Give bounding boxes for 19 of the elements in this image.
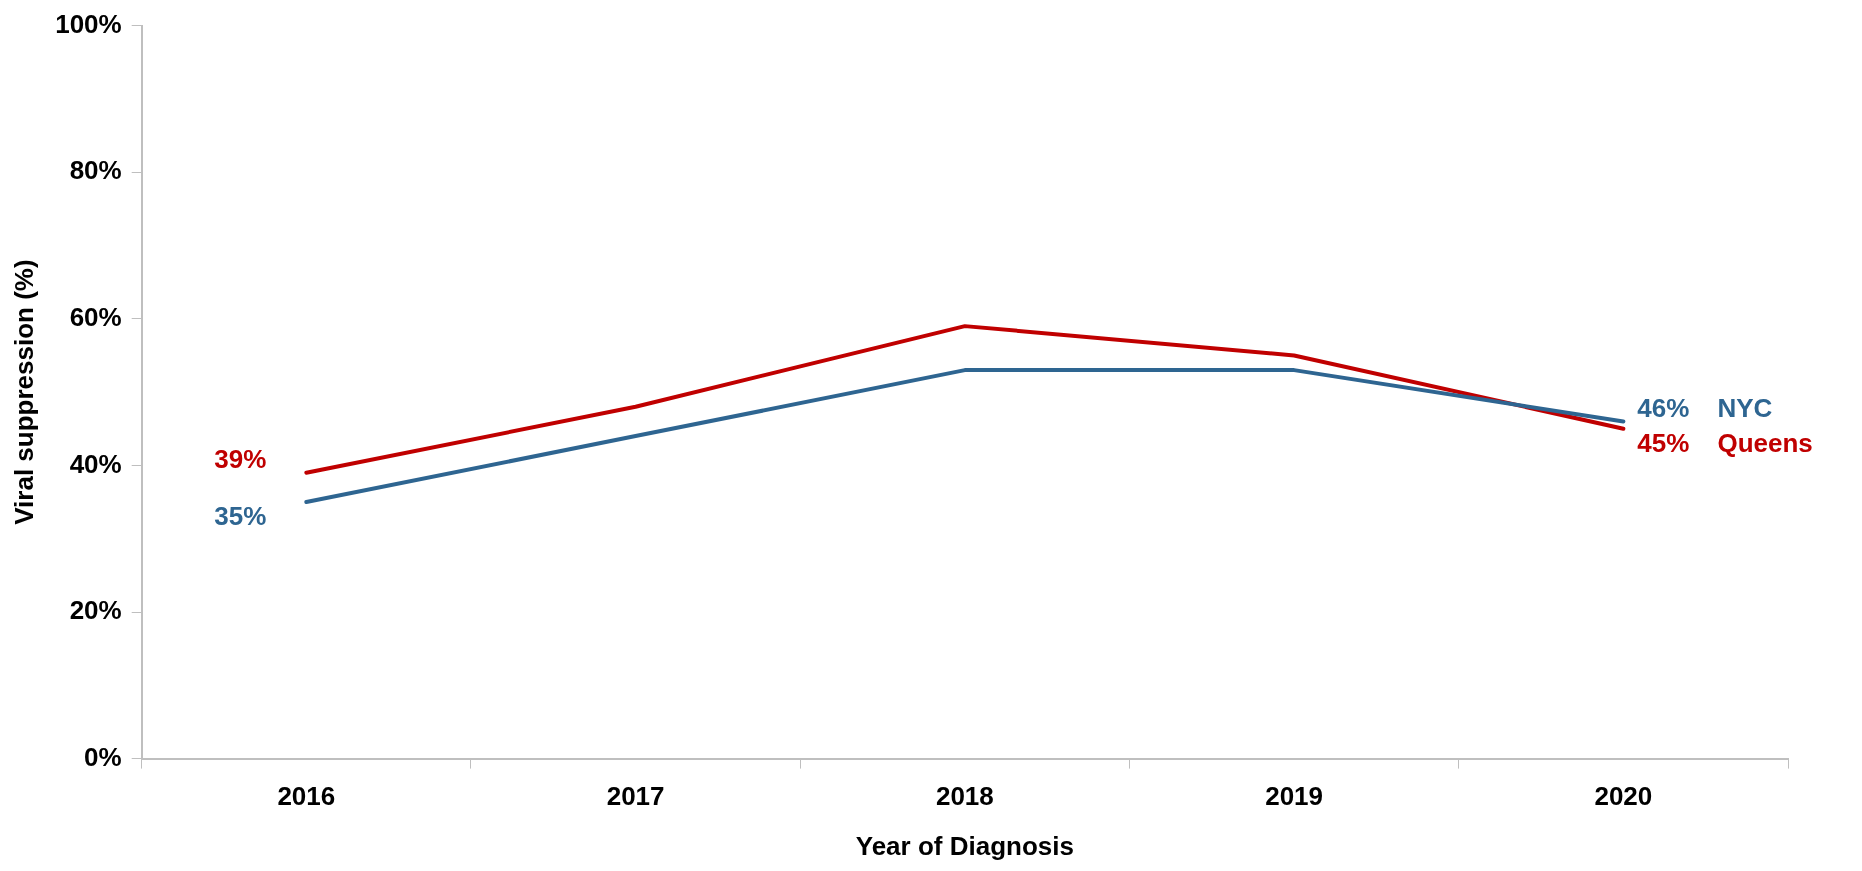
x-tick-label: 2019 [1265,781,1324,812]
y-axis-title: Viral suppression (%) [8,259,39,525]
y-tick-label: 60% [69,301,122,332]
x-tick-label: 2016 [277,781,336,812]
y-tick-label: 0% [84,741,122,772]
data-label: 46% [1637,392,1690,423]
y-tick-label: 80% [69,155,122,186]
y-tick-label: 100% [55,8,122,39]
data-label: 39% [214,443,267,474]
text: Queens [1717,427,1813,458]
y-tick-label: 40% [69,448,122,479]
text: NYC [1717,392,1773,423]
x-tick-label: 2020 [1594,781,1653,812]
x-tick-label: 2018 [935,781,994,812]
data-label: 35% [214,501,267,532]
x-axis-title: Year of Diagnosis [855,830,1074,861]
x-tick-label: 2017 [606,781,665,812]
y-tick-label: 20% [69,595,122,626]
data-label: 45% [1637,427,1690,458]
